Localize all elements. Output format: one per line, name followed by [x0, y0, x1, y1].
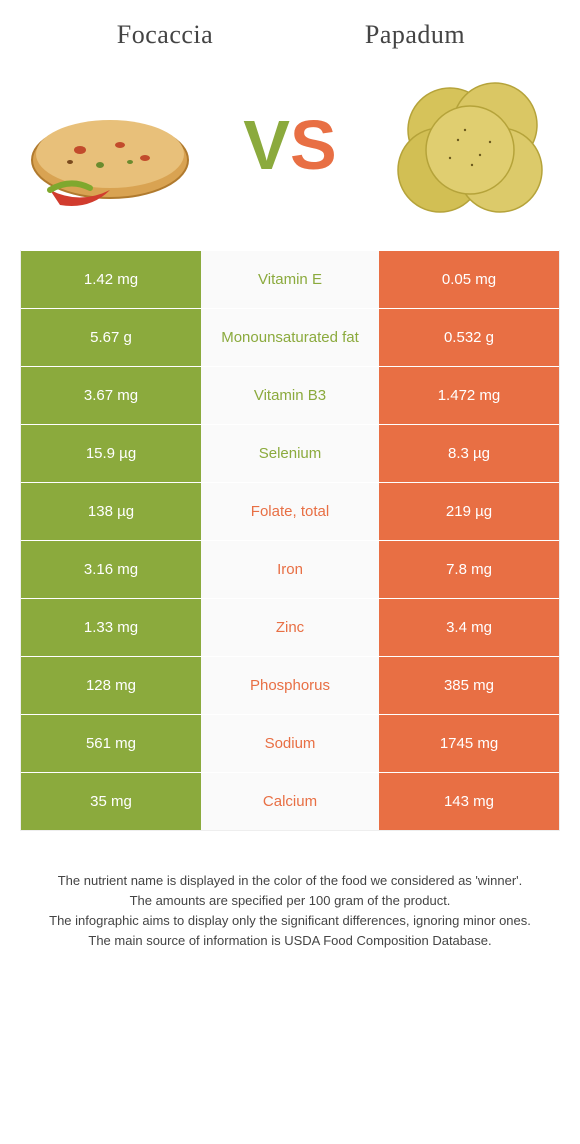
nutrient-name: Calcium: [201, 772, 379, 830]
nutrient-table: 1.42 mgVitamin E0.05 mg5.67 gMonounsatur…: [20, 250, 560, 831]
right-value: 1.472 mg: [379, 366, 559, 424]
images-row: VS: [0, 60, 580, 250]
table-row: 15.9 µgSelenium8.3 µg: [21, 424, 559, 482]
left-value: 1.42 mg: [21, 250, 201, 308]
table-row: 128 mgPhosphorus385 mg: [21, 656, 559, 714]
table-row: 561 mgSodium1745 mg: [21, 714, 559, 772]
right-value: 3.4 mg: [379, 598, 559, 656]
right-value: 143 mg: [379, 772, 559, 830]
nutrient-name: Vitamin E: [201, 250, 379, 308]
left-value: 3.16 mg: [21, 540, 201, 598]
nutrient-name: Folate, total: [201, 482, 379, 540]
table-row: 1.42 mgVitamin E0.05 mg: [21, 250, 559, 308]
table-row: 3.16 mgIron7.8 mg: [21, 540, 559, 598]
right-value: 385 mg: [379, 656, 559, 714]
nutrient-name: Selenium: [201, 424, 379, 482]
table-row: 5.67 gMonounsaturated fat0.532 g: [21, 308, 559, 366]
left-value: 561 mg: [21, 714, 201, 772]
table-row: 1.33 mgZinc3.4 mg: [21, 598, 559, 656]
left-value: 3.67 mg: [21, 366, 201, 424]
notes-block: The nutrient name is displayed in the co…: [30, 871, 550, 952]
note-line: The amounts are specified per 100 gram o…: [30, 891, 550, 911]
header-row: Focaccia Papadum: [0, 0, 580, 60]
vs-s-letter: S: [290, 110, 337, 180]
left-value: 15.9 µg: [21, 424, 201, 482]
nutrient-name: Phosphorus: [201, 656, 379, 714]
right-value: 1745 mg: [379, 714, 559, 772]
right-value: 8.3 µg: [379, 424, 559, 482]
focaccia-image: [20, 70, 200, 220]
food-right-title: Papadum: [290, 20, 540, 50]
note-line: The nutrient name is displayed in the co…: [30, 871, 550, 891]
nutrient-name: Vitamin B3: [201, 366, 379, 424]
right-value: 0.532 g: [379, 308, 559, 366]
left-value: 5.67 g: [21, 308, 201, 366]
nutrient-name: Iron: [201, 540, 379, 598]
right-value: 0.05 mg: [379, 250, 559, 308]
nutrient-name: Monounsaturated fat: [201, 308, 379, 366]
left-value: 138 µg: [21, 482, 201, 540]
table-row: 35 mgCalcium143 mg: [21, 772, 559, 830]
note-line: The infographic aims to display only the…: [30, 911, 550, 931]
note-line: The main source of information is USDA F…: [30, 931, 550, 951]
infographic-container: Focaccia Papadum VS: [0, 0, 580, 982]
food-left-title: Focaccia: [40, 20, 290, 50]
papadum-image: [380, 70, 560, 220]
vs-label: VS: [243, 110, 336, 180]
table-row: 138 µgFolate, total219 µg: [21, 482, 559, 540]
nutrient-name: Zinc: [201, 598, 379, 656]
left-value: 1.33 mg: [21, 598, 201, 656]
left-value: 35 mg: [21, 772, 201, 830]
right-value: 7.8 mg: [379, 540, 559, 598]
nutrient-name: Sodium: [201, 714, 379, 772]
right-value: 219 µg: [379, 482, 559, 540]
vs-v-letter: V: [243, 110, 290, 180]
table-row: 3.67 mgVitamin B31.472 mg: [21, 366, 559, 424]
left-value: 128 mg: [21, 656, 201, 714]
